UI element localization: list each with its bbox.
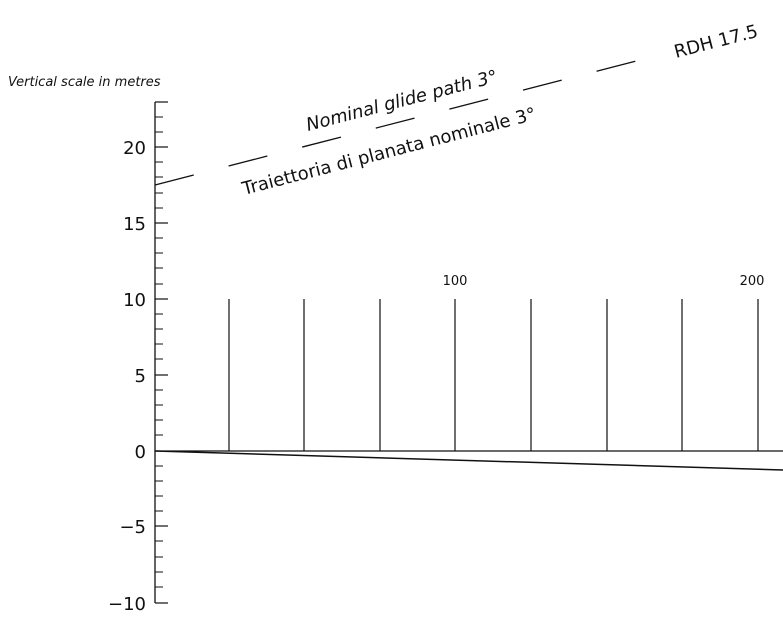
distance-markers (228, 299, 759, 451)
rdh-label: RDH 17.5 (672, 21, 760, 63)
tick-label-0: 0 (135, 442, 146, 463)
terrain-profile-line (154, 450, 783, 471)
tick-label-10: 10 (123, 290, 146, 311)
tick-label-15: 15 (123, 214, 146, 235)
tick-label-minus-5: −5 (119, 517, 146, 538)
tick-label-5: 5 (135, 366, 146, 387)
tick-label-minus-10: −10 (108, 594, 146, 615)
vertical-scale-caption: Vertical scale in metres (8, 75, 161, 90)
glide-path-label-it: Traiettoria di planata nominale 3° (239, 104, 538, 200)
major-ticks (155, 101, 168, 604)
tick-label-20: 20 (123, 138, 146, 159)
distance-label-200: 200 (740, 274, 765, 289)
distance-label-100: 100 (443, 274, 468, 289)
glide-path-line (154, 59, 641, 186)
minor-ticks (155, 116, 163, 588)
